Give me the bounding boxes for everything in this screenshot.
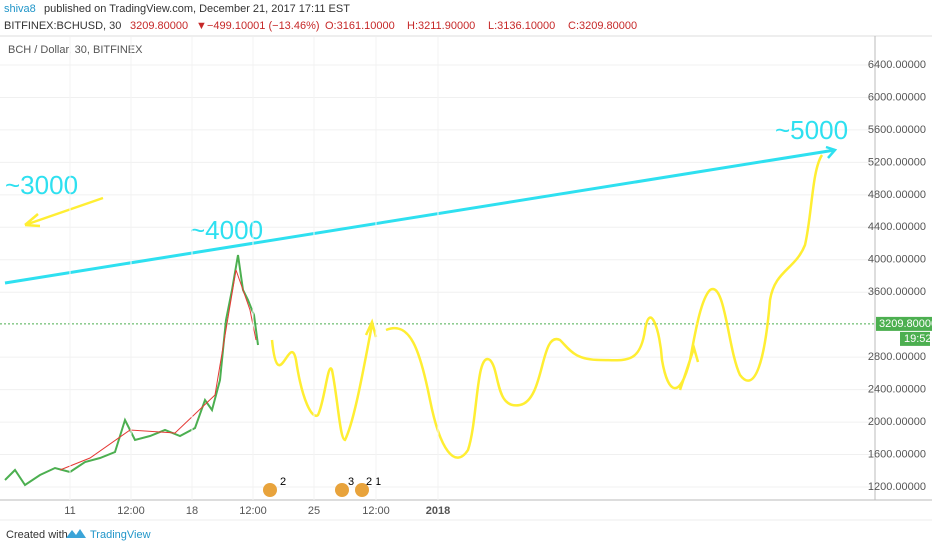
price-label: 4800.00000 <box>868 189 926 201</box>
time-axis: 11 12:00 18 12:00 25 12:00 2018 <box>64 37 450 517</box>
current-price-box <box>876 316 932 331</box>
time-label: 11 <box>64 505 75 517</box>
price-label: 3600.00000 <box>868 286 926 298</box>
forecast-drawing <box>270 154 824 459</box>
price-label: 2000.00000 <box>868 416 926 428</box>
event-count: 2 <box>280 476 286 488</box>
event-icon[interactable] <box>355 483 369 497</box>
countdown-box <box>900 331 930 346</box>
events[interactable]: 2 3 2 1 <box>263 476 381 497</box>
price-label: 4000.00000 <box>868 254 926 266</box>
event-icon[interactable] <box>335 483 349 497</box>
open: O:3161.10000 <box>325 20 395 32</box>
legend: BCH / Dollar, 30, BITFINEX <box>8 44 143 56</box>
down-arrow: ▼ <box>196 20 207 32</box>
time-label: 2018 <box>426 505 450 517</box>
time-label: 25 <box>308 505 320 517</box>
price-label: 1600.00000 <box>868 448 926 460</box>
footer-text: Created with <box>6 529 68 541</box>
published: published on TradingView.com, December 2… <box>44 3 350 15</box>
event-count: 3 <box>348 476 354 488</box>
time-label: 12:00 <box>239 505 267 517</box>
price-label: 6000.00000 <box>868 91 926 103</box>
price-label: 5200.00000 <box>868 156 926 168</box>
low: L:3136.10000 <box>488 20 555 32</box>
trend-arrow <box>825 145 838 159</box>
arrow-drawing <box>24 196 104 228</box>
time-label: 18 <box>186 505 198 517</box>
price-label: 5600.00000 <box>868 124 926 136</box>
price-candles-red <box>59 269 257 471</box>
trend-line <box>4 148 836 285</box>
annotation: ~4000 <box>190 215 263 245</box>
time-label: 12:00 <box>362 505 390 517</box>
time-label: 12:00 <box>117 505 145 517</box>
price-label: 6400.00000 <box>868 59 926 71</box>
annotation: ~3000 <box>5 170 78 200</box>
price-candles <box>4 254 259 487</box>
brand-logo <box>66 529 86 538</box>
price-label: 4400.00000 <box>868 221 926 233</box>
last: 3209.80000 <box>130 20 188 32</box>
current-price: 3209.80000 <box>879 318 932 330</box>
price-label: 2800.00000 <box>868 351 926 363</box>
price-label: 2400.00000 <box>868 384 926 396</box>
author[interactable]: shiva8 <box>4 3 36 15</box>
symbol: BITFINEX:BCHUSD, 30 <box>4 20 121 32</box>
close: C:3209.80000 <box>568 20 637 32</box>
event-count: 2 <box>366 476 372 488</box>
annotation: ~5000 <box>775 115 848 145</box>
event-icon[interactable] <box>263 483 277 497</box>
high: H:3211.90000 <box>407 20 475 32</box>
change: −499.10001 (−13.46%) <box>207 20 320 32</box>
countdown: 19:52 <box>904 333 932 345</box>
price-label: 1200.00000 <box>868 481 926 493</box>
event-count: 1 <box>375 476 381 488</box>
brand[interactable]: TradingView <box>90 529 151 541</box>
